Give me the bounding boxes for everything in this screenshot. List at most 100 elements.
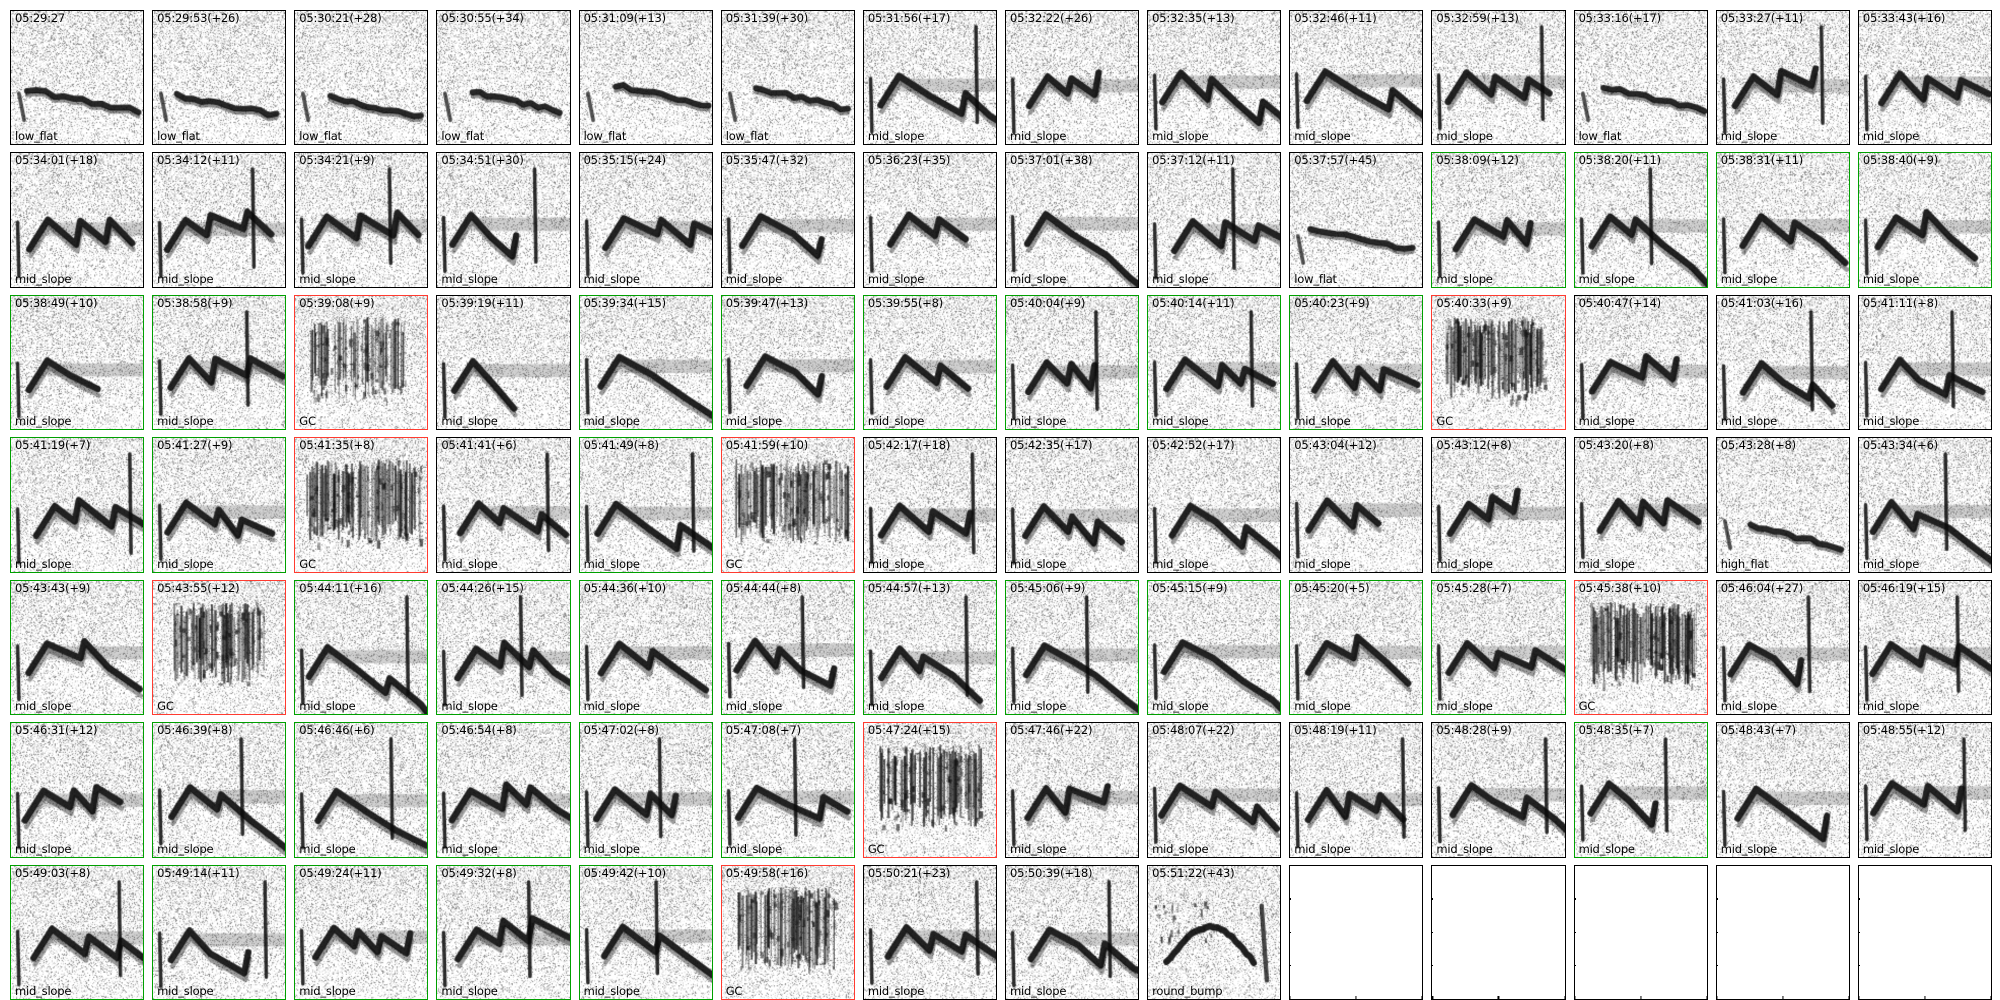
spectrogram-cell[interactable]: 05:50:21(+23) mid_slope	[862, 864, 997, 1000]
spectrogram-cell[interactable]: 05:45:15(+9) mid_slope	[1147, 579, 1282, 716]
spectrogram-cell[interactable]: 05:41:19(+7) mid_slope	[10, 437, 145, 573]
spectrogram-cell[interactable]: 05:29:53(+26) low_flat	[152, 10, 287, 146]
spectrogram-cell[interactable]: 05:37:12(+11) mid_slope	[1147, 152, 1282, 288]
spectrogram-cell[interactable]: 05:45:38(+10) GC	[1573, 579, 1708, 716]
spectrogram-cell[interactable]: 05:45:06(+9) mid_slope	[1004, 579, 1140, 716]
spectrogram-cell[interactable]: 05:38:09(+12) mid_slope	[1431, 152, 1566, 288]
spectrogram-cell[interactable]: 05:39:34(+15) mid_slope	[578, 294, 713, 431]
spectrogram-cell[interactable]: 05:49:42(+10) mid_slope	[578, 864, 713, 1000]
spectrogram-image	[721, 153, 854, 287]
spectrogram-image	[1148, 11, 1281, 145]
spectrogram-cell[interactable]: 05:36:23(+35) mid_slope	[862, 152, 997, 288]
spectrogram-cell[interactable]: 05:33:43(+16) mid_slope	[1857, 10, 1992, 146]
spectrogram-cell[interactable]: 05:44:26(+15) mid_slope	[436, 579, 571, 716]
spectrogram-cell[interactable]: 05:48:28(+9) mid_slope	[1431, 722, 1566, 858]
spectrogram-cell[interactable]: 05:41:27(+9) mid_slope	[152, 437, 287, 573]
spectrogram-cell[interactable]: 05:48:35(+7) mid_slope	[1573, 722, 1708, 858]
spectrogram-cell[interactable]: 05:35:47(+32) mid_slope	[720, 152, 855, 288]
spectrogram-cell[interactable]: 05:44:57(+13) mid_slope	[862, 579, 997, 716]
spectrogram-cell[interactable]: 05:41:41(+6) mid_slope	[436, 437, 571, 573]
spectrogram-cell[interactable]: 05:41:03(+16) mid_slope	[1715, 294, 1850, 431]
spectrogram-cell[interactable]: 05:44:11(+16) mid_slope	[294, 579, 429, 716]
spectrogram-image	[1290, 153, 1423, 287]
spectrogram-cell[interactable]: 05:38:31(+11) mid_slope	[1715, 152, 1850, 288]
spectrogram-cell[interactable]: 05:35:15(+24) mid_slope	[578, 152, 713, 288]
spectrogram-cell[interactable]: 05:34:51(+30) mid_slope	[436, 152, 571, 288]
spectrogram-cell[interactable]: 05:48:07(+22) mid_slope	[1147, 722, 1282, 858]
spectrogram-cell[interactable]: 05:48:55(+12) mid_slope	[1857, 722, 1992, 858]
spectrogram-cell[interactable]: 05:37:01(+38) mid_slope	[1004, 152, 1140, 288]
spectrogram-cell[interactable]: 05:47:24(+15) GC	[862, 722, 997, 858]
spectrogram-cell[interactable]: 05:48:43(+7) mid_slope	[1715, 722, 1850, 858]
spectrogram-cell[interactable]: 05:46:54(+8) mid_slope	[436, 722, 571, 858]
spectrogram-image	[295, 865, 428, 999]
spectrogram-cell[interactable]: 05:34:01(+18) mid_slope	[10, 152, 145, 288]
spectrogram-cell[interactable]: 05:29:27 low_flat	[10, 10, 145, 146]
spectrogram-cell[interactable]: 05:34:21(+9) mid_slope	[294, 152, 429, 288]
spectrogram-cell[interactable]: 05:45:20(+5) mid_slope	[1289, 579, 1424, 716]
spectrogram-cell[interactable]: 05:44:44(+8) mid_slope	[720, 579, 855, 716]
spectrogram-cell[interactable]: 05:46:19(+15) mid_slope	[1857, 579, 1992, 716]
spectrogram-cell[interactable]: 05:40:14(+11) mid_slope	[1147, 294, 1282, 431]
spectrogram-cell[interactable]: 05:31:56(+17) mid_slope	[862, 10, 997, 146]
spectrogram-cell[interactable]: 05:49:32(+8) mid_slope	[436, 864, 571, 1000]
spectrogram-cell[interactable]: 05:42:35(+17) mid_slope	[1004, 437, 1140, 573]
spectrogram-cell[interactable]: 05:43:55(+12) GC	[152, 579, 287, 716]
class-label: mid_slope	[1862, 129, 1920, 144]
spectrogram-cell[interactable]: 05:49:03(+8) mid_slope	[10, 864, 145, 1000]
spectrogram-cell[interactable]: 05:39:19(+11) mid_slope	[436, 294, 571, 431]
spectrogram-cell[interactable]: 05:41:59(+10) GC	[720, 437, 855, 573]
spectrogram-cell[interactable]: 05:39:55(+8) mid_slope	[862, 294, 997, 431]
spectrogram-cell[interactable]: 05:32:35(+13) mid_slope	[1147, 10, 1282, 146]
timestamp-label: 05:45:06(+9)	[1009, 580, 1086, 595]
spectrogram-cell[interactable]: 05:43:20(+8) mid_slope	[1573, 437, 1708, 573]
spectrogram-cell[interactable]: 05:31:09(+13) low_flat	[578, 10, 713, 146]
spectrogram-cell[interactable]: 05:43:34(+6) mid_slope	[1857, 437, 1992, 573]
spectrogram-cell[interactable]: 05:46:46(+6) mid_slope	[294, 722, 429, 858]
spectrogram-cell[interactable]: 05:43:43(+9) mid_slope	[10, 579, 145, 716]
spectrogram-cell[interactable]: 05:38:40(+9) mid_slope	[1857, 152, 1992, 288]
spectrogram-cell[interactable]: 05:49:14(+11) mid_slope	[152, 864, 287, 1000]
spectrogram-cell[interactable]: 05:32:22(+26) mid_slope	[1004, 10, 1140, 146]
spectrogram-cell[interactable]: 05:45:28(+7) mid_slope	[1431, 579, 1566, 716]
spectrogram-cell[interactable]: 05:34:12(+11) mid_slope	[152, 152, 287, 288]
spectrogram-cell[interactable]: 05:50:39(+18) mid_slope	[1004, 864, 1140, 1000]
spectrogram-cell[interactable]: 05:41:49(+8) mid_slope	[578, 437, 713, 573]
spectrogram-cell[interactable]: 05:49:24(+11) mid_slope	[294, 864, 429, 1000]
spectrogram-cell[interactable]: 05:39:08(+9) GC	[294, 294, 429, 431]
spectrogram-cell[interactable]: 05:43:28(+8) high_flat	[1715, 437, 1850, 573]
spectrogram-cell[interactable]: 05:46:31(+12) mid_slope	[10, 722, 145, 858]
spectrogram-cell[interactable]: 05:30:21(+28) low_flat	[294, 10, 429, 146]
spectrogram-cell[interactable]: 05:43:04(+12) mid_slope	[1289, 437, 1424, 573]
spectrogram-cell[interactable]: 05:46:04(+27) mid_slope	[1715, 579, 1850, 716]
spectrogram-cell[interactable]: 05:32:46(+11) mid_slope	[1289, 10, 1424, 146]
spectrogram-cell[interactable]: 05:38:49(+10) mid_slope	[10, 294, 145, 431]
spectrogram-cell[interactable]: 05:33:16(+17) low_flat	[1573, 10, 1708, 146]
spectrogram-cell[interactable]: 05:51:22(+43) round_bump	[1147, 864, 1282, 1000]
spectrogram-cell[interactable]: 05:47:02(+8) mid_slope	[578, 722, 713, 858]
spectrogram-cell[interactable]: 05:37:57(+45) low_flat	[1289, 152, 1424, 288]
spectrogram-cell[interactable]: 05:42:17(+18) mid_slope	[862, 437, 997, 573]
spectrogram-cell[interactable]: 05:49:58(+16) GC	[720, 864, 855, 1000]
spectrogram-cell[interactable]: 05:40:47(+14) mid_slope	[1573, 294, 1708, 431]
x-tick-mark	[1432, 996, 1434, 999]
spectrogram-cell[interactable]: 05:40:23(+9) mid_slope	[1289, 294, 1424, 431]
spectrogram-cell[interactable]: 05:39:47(+13) mid_slope	[720, 294, 855, 431]
spectrogram-cell[interactable]: 05:42:52(+17) mid_slope	[1147, 437, 1282, 573]
spectrogram-cell[interactable]: 05:33:27(+11) mid_slope	[1715, 10, 1850, 146]
spectrogram-cell[interactable]: 05:47:46(+22) mid_slope	[1004, 722, 1140, 858]
spectrogram-cell[interactable]: 05:38:58(+9) mid_slope	[152, 294, 287, 431]
spectrogram-cell[interactable]: 05:31:39(+30) low_flat	[720, 10, 855, 146]
spectrogram-cell[interactable]: 05:40:04(+9) mid_slope	[1004, 294, 1140, 431]
spectrogram-cell[interactable]: 05:30:55(+34) low_flat	[436, 10, 571, 146]
spectrogram-cell[interactable]: 05:47:08(+7) mid_slope	[720, 722, 855, 858]
spectrogram-cell[interactable]: 05:48:19(+11) mid_slope	[1289, 722, 1424, 858]
spectrogram-cell[interactable]: 05:40:33(+9) GC	[1431, 294, 1566, 431]
spectrogram-cell[interactable]: 05:46:39(+8) mid_slope	[152, 722, 287, 858]
spectrogram-cell[interactable]: 05:41:11(+8) mid_slope	[1857, 294, 1992, 431]
spectrogram-cell[interactable]: 05:44:36(+10) mid_slope	[578, 579, 713, 716]
spectrogram-cell[interactable]: 05:32:59(+13) mid_slope	[1431, 10, 1566, 146]
spectrogram-cell[interactable]: 05:41:35(+8) GC	[294, 437, 429, 573]
spectrogram-cell[interactable]: 05:43:12(+8) mid_slope	[1431, 437, 1566, 573]
spectrogram-cell[interactable]: 05:38:20(+11) mid_slope	[1573, 152, 1708, 288]
